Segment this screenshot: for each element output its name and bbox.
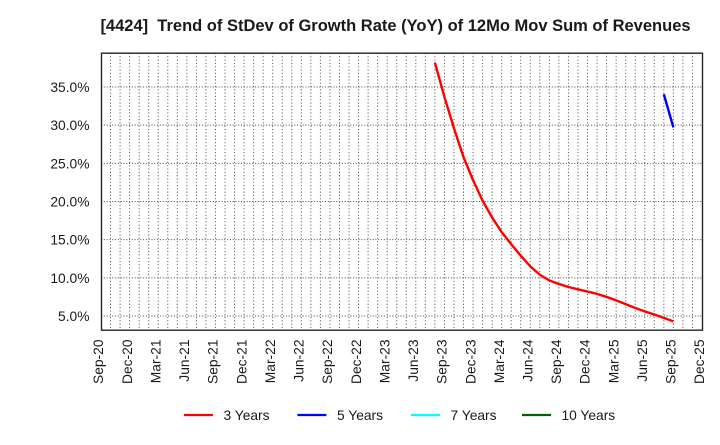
svg-text:Dec-20: Dec-20 [120,339,135,384]
svg-text:Jun-22: Jun-22 [292,340,307,382]
svg-text:30.0%: 30.0% [50,118,89,133]
svg-text:5.0%: 5.0% [58,309,89,324]
svg-text:Dec-22: Dec-22 [349,340,364,384]
svg-text:Sep-23: Sep-23 [435,339,450,384]
svg-text:Sep-20: Sep-20 [91,339,106,384]
svg-text:Dec-25: Dec-25 [692,339,707,384]
svg-text:25.0%: 25.0% [50,156,89,171]
svg-text:Jun-25: Jun-25 [635,339,650,382]
svg-text:35.0%: 35.0% [50,80,89,95]
svg-text:5 Years: 5 Years [337,408,383,423]
svg-text:Mar-25: Mar-25 [606,339,621,383]
svg-text:10.0%: 10.0% [50,271,89,286]
svg-text:Mar-24: Mar-24 [492,339,507,383]
svg-text:Jun-24: Jun-24 [520,339,535,382]
svg-text:Dec-24: Dec-24 [578,339,593,384]
svg-text:Sep-21: Sep-21 [206,340,221,385]
svg-text:Mar-23: Mar-23 [377,339,392,383]
svg-text:Mar-21: Mar-21 [148,340,163,384]
svg-text:Dec-21: Dec-21 [234,340,249,384]
svg-text:10 Years: 10 Years [562,408,616,423]
svg-text:Sep-22: Sep-22 [320,340,335,385]
svg-text:Dec-23: Dec-23 [463,339,478,384]
svg-text:Sep-24: Sep-24 [549,339,564,384]
svg-text:Sep-25: Sep-25 [664,339,679,384]
svg-text:Jun-23: Jun-23 [406,339,421,382]
svg-text:[4424] Trend of StDev of Grow: [4424] Trend of StDev of Growth Rate (Yo… [100,17,690,35]
svg-text:Jun-21: Jun-21 [177,340,192,382]
svg-text:7 Years: 7 Years [451,408,497,423]
svg-text:20.0%: 20.0% [50,195,89,210]
svg-text:15.0%: 15.0% [50,233,89,248]
svg-text:Mar-22: Mar-22 [263,340,278,384]
svg-text:3 Years: 3 Years [224,408,270,423]
